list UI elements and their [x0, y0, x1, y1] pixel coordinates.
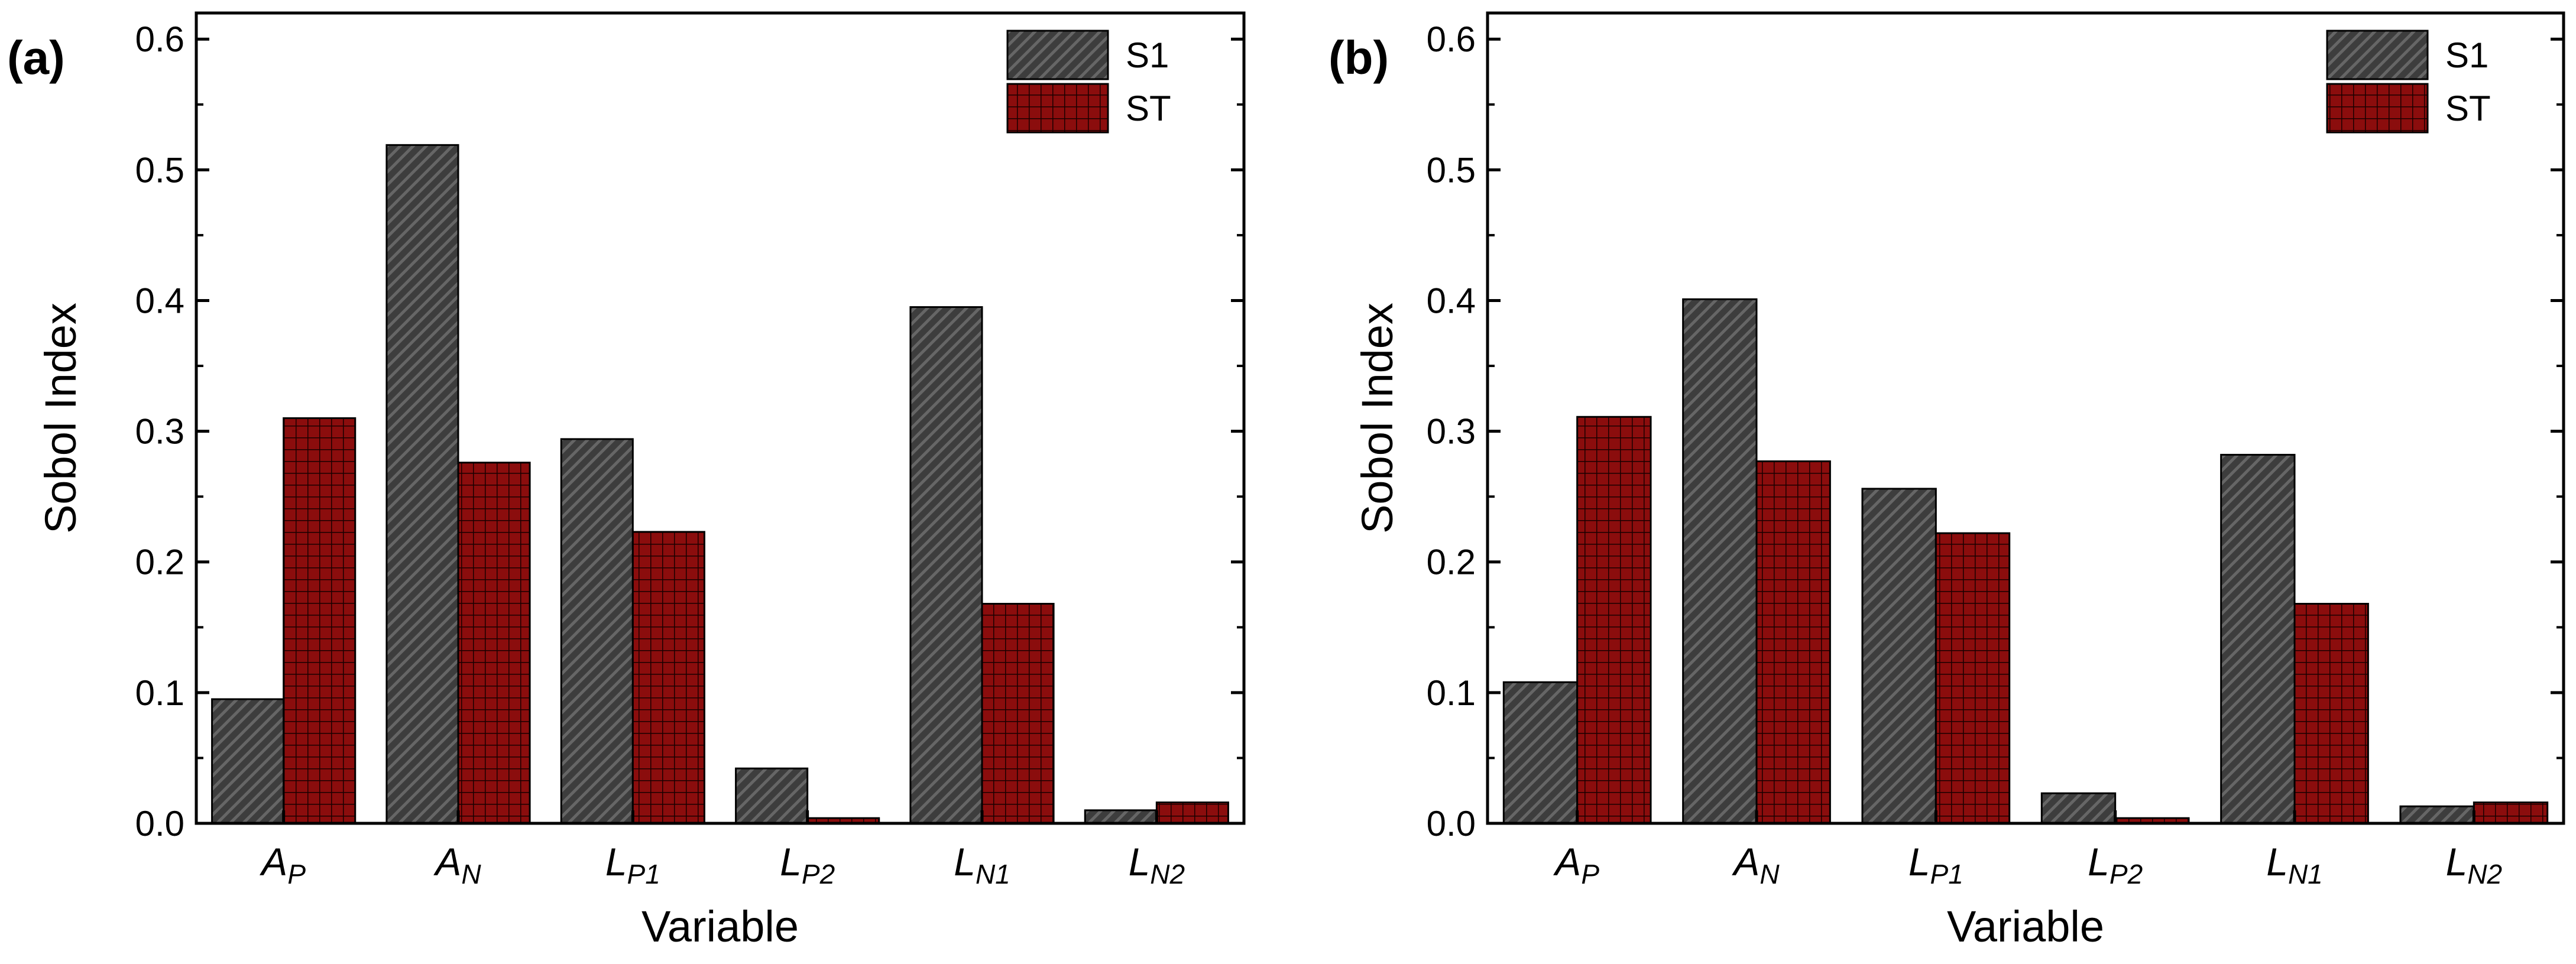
y-tick-label: 0.0 — [135, 804, 184, 843]
y-tick-label: 0.4 — [1427, 281, 1476, 320]
bar-s1-5 — [2220, 453, 2296, 825]
bar-st-2 — [1755, 460, 1831, 825]
x-tick-label: AP — [259, 840, 306, 890]
y-axis-title: Sobol Index — [36, 303, 85, 534]
legend-swatch-s1 — [1006, 30, 1109, 80]
y-tick-label: 0.2 — [1427, 543, 1476, 582]
x-axis-title: Variable — [641, 902, 799, 951]
legend-label-s1: S1 — [1126, 35, 1169, 75]
y-tick-label: 0.6 — [1427, 20, 1476, 59]
panel-b: 0.0 0.1 0.2 0.3 0.4 0.5 0.6 AP AN LP1 LP2 LN1 LN2 Var… — [1328, 11, 2565, 951]
x-tick-label: LP1 — [605, 840, 660, 890]
panel-label: (a) — [7, 31, 65, 84]
x-tick-label: AN — [433, 840, 481, 890]
legend-swatch-s1 — [2326, 30, 2429, 80]
y-tick-label: 0.5 — [135, 150, 184, 190]
bar-s1-6 — [1084, 809, 1158, 825]
y-tick-label: 0.6 — [135, 20, 184, 59]
bar-st-1 — [283, 417, 357, 825]
x-tick-label: LN1 — [2266, 840, 2323, 890]
legend-swatch-st — [1006, 83, 1109, 134]
bar-s1-5 — [909, 306, 983, 825]
bar-s1-4 — [735, 767, 809, 825]
bar-st-5 — [2293, 603, 2369, 825]
bar-s1-3 — [1861, 488, 1937, 825]
x-tick-label: LN1 — [954, 840, 1010, 890]
x-tick-label: LP2 — [780, 840, 835, 890]
bar-st-3 — [631, 531, 705, 825]
bar-s1-4 — [2040, 792, 2117, 825]
y-tick-label: 0.5 — [1427, 150, 1476, 190]
x-tick-label: LN2 — [2446, 840, 2503, 890]
x-tick-label: AP — [1553, 840, 1599, 890]
y-tick-label: 0.3 — [135, 412, 184, 452]
bar-st-5 — [981, 603, 1055, 825]
bar-s1-1 — [211, 698, 285, 825]
legend-swatch-st — [2326, 83, 2429, 134]
legend-label-st: ST — [2445, 89, 2491, 128]
plot-frame — [195, 11, 1246, 825]
y-tick-label: 0.3 — [1427, 412, 1476, 452]
panel-label: (b) — [1328, 31, 1389, 84]
y-tick-label: 0.0 — [1427, 804, 1476, 843]
y-tick-label: 0.1 — [1427, 673, 1476, 713]
x-tick-label: LN2 — [1129, 840, 1185, 890]
panel-a: 0.0 0.1 0.2 0.3 0.4 0.5 0.6 AP AN LP1 LP2 LN1 LN2 Var… — [7, 11, 1246, 951]
plot-frame — [1486, 11, 2565, 825]
bar-st-6 — [1155, 801, 1229, 825]
bar-st-1 — [1576, 416, 1652, 825]
x-tick-label: AN — [1731, 840, 1780, 890]
legend-label-s1: S1 — [2445, 35, 2488, 75]
y-tick-label: 0.2 — [135, 543, 184, 582]
x-tick-label: LP2 — [2088, 840, 2143, 890]
x-axis-title: Variable — [1947, 902, 2104, 951]
bar-st-6 — [2473, 801, 2549, 825]
x-tick-label: LP1 — [1908, 840, 1963, 890]
y-tick-label: 0.1 — [135, 673, 184, 713]
y-tick-label: 0.4 — [135, 281, 184, 320]
bar-s1-6 — [2399, 805, 2475, 825]
bar-s1-2 — [385, 144, 459, 825]
y-axis-title: Sobol Index — [1353, 303, 1402, 534]
bar-s1-3 — [560, 438, 634, 825]
bar-st-2 — [457, 462, 531, 825]
bar-s1-2 — [1682, 298, 1758, 825]
bar-st-3 — [1935, 532, 2011, 825]
bar-s1-1 — [1502, 681, 1579, 825]
legend-label-st: ST — [1126, 89, 1171, 128]
